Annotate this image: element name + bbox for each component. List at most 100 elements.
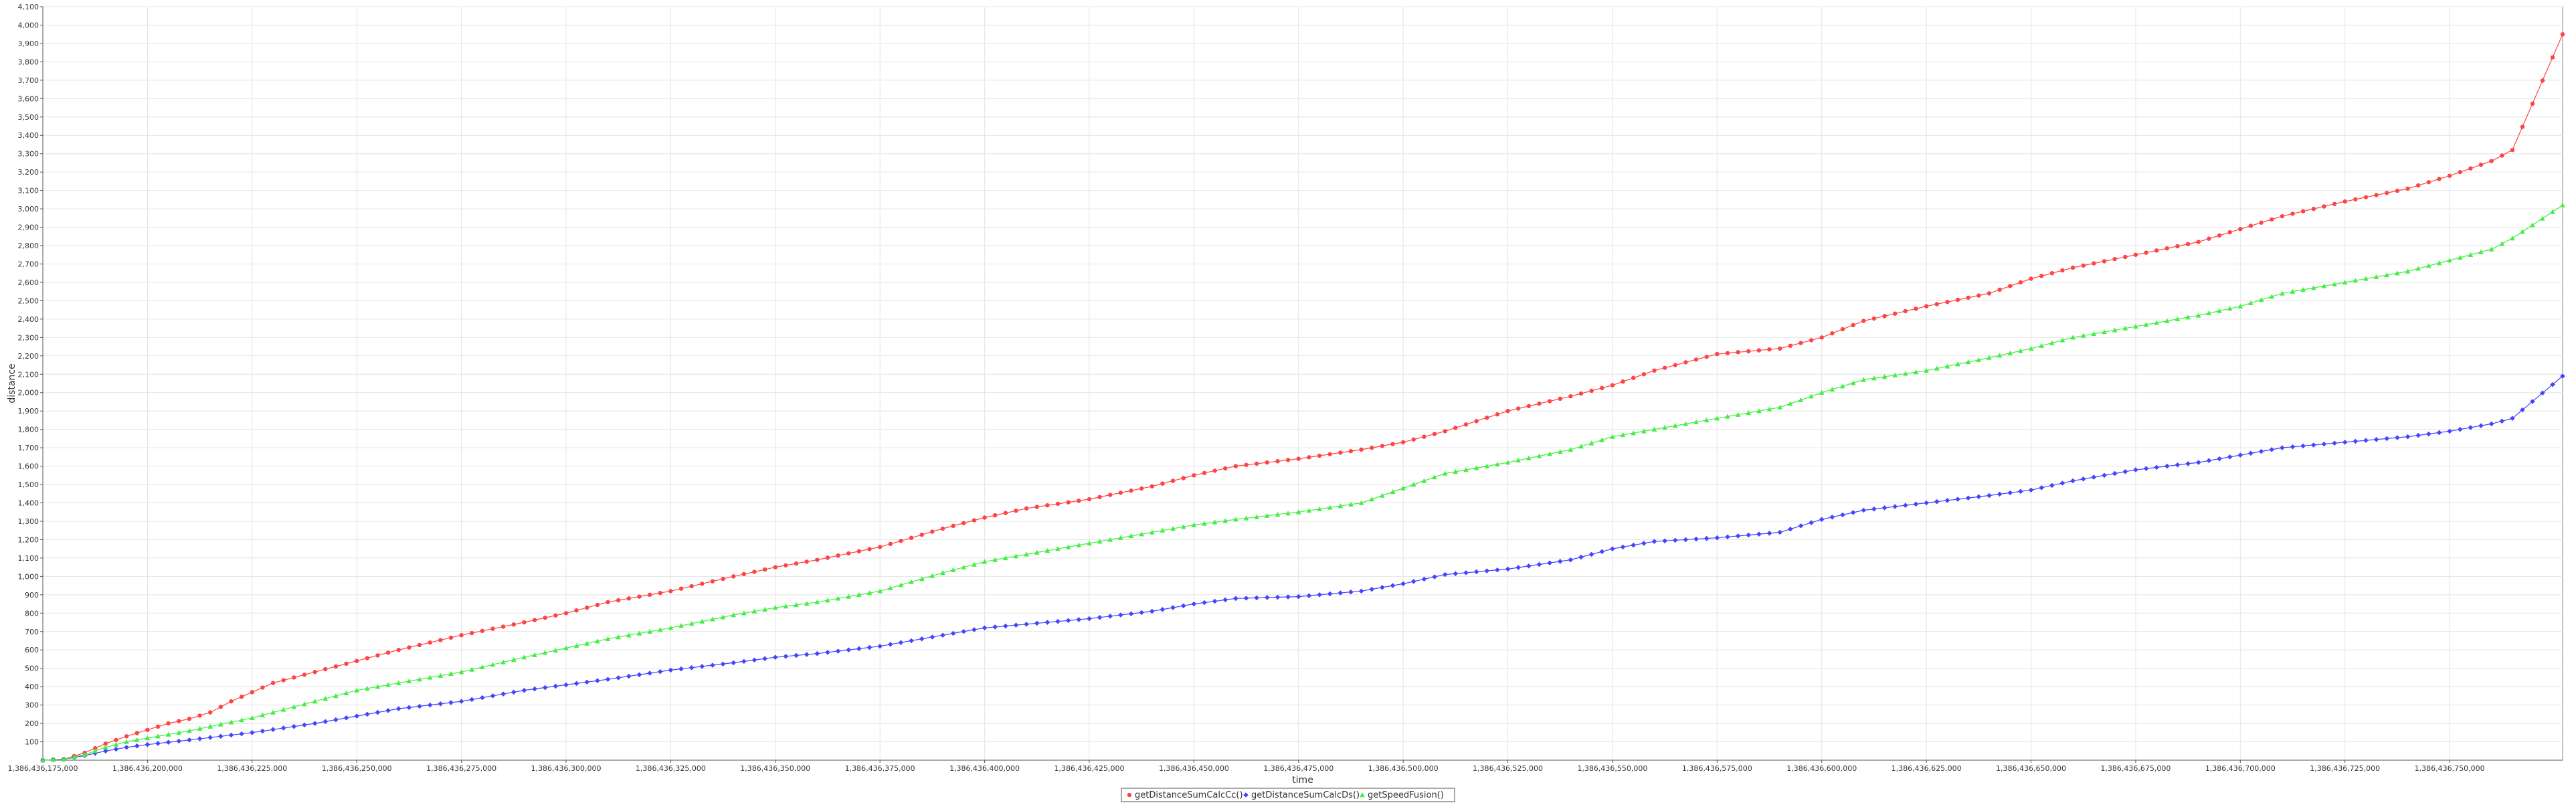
series-point bbox=[2560, 373, 2565, 379]
series-marker bbox=[636, 672, 642, 678]
series-marker bbox=[228, 719, 234, 725]
series-marker bbox=[1170, 605, 1176, 610]
series-marker bbox=[1463, 570, 1469, 575]
series-marker bbox=[323, 666, 328, 672]
series-marker bbox=[1087, 616, 1092, 622]
series-marker bbox=[2227, 306, 2233, 311]
series-marker bbox=[1819, 335, 1824, 340]
series-marker bbox=[1976, 357, 1982, 362]
series-marker bbox=[898, 582, 904, 588]
series-marker bbox=[699, 664, 705, 669]
series-marker bbox=[1139, 610, 1144, 616]
series-marker bbox=[2175, 244, 2180, 249]
y-tick-label: 2,400 bbox=[18, 315, 39, 324]
series-marker bbox=[1536, 561, 1542, 567]
series-marker bbox=[2488, 246, 2494, 252]
series-marker bbox=[2353, 197, 2358, 202]
series-marker bbox=[197, 725, 203, 731]
series-marker bbox=[1599, 549, 1605, 555]
series-marker bbox=[1160, 607, 1166, 612]
series-marker bbox=[1254, 461, 1259, 466]
series-marker bbox=[1641, 541, 1647, 546]
series-marker bbox=[1044, 620, 1050, 625]
series-marker bbox=[458, 669, 464, 675]
y-tick-label: 400 bbox=[25, 683, 39, 691]
series-marker bbox=[1307, 455, 1311, 460]
series-marker bbox=[1809, 338, 1814, 343]
series-marker bbox=[1987, 291, 1992, 296]
series-marker bbox=[2300, 443, 2306, 449]
series-marker bbox=[521, 654, 527, 660]
y-tick-label: 1,100 bbox=[18, 554, 39, 563]
series-marker bbox=[1766, 406, 1772, 412]
series-marker bbox=[2029, 276, 2033, 281]
series-marker bbox=[1672, 423, 1678, 428]
legend-label: getDistanceSumCalcCc() bbox=[1135, 790, 1243, 800]
series-marker bbox=[1474, 419, 1479, 424]
series-marker bbox=[1840, 512, 1845, 518]
series-marker bbox=[2468, 425, 2474, 430]
series-marker bbox=[395, 706, 401, 711]
series-marker bbox=[2196, 240, 2201, 244]
legend-label: getSpeedFusion() bbox=[1368, 790, 1444, 800]
y-tick-label: 3,700 bbox=[18, 76, 39, 85]
series-marker bbox=[741, 658, 747, 664]
series-marker bbox=[636, 630, 642, 636]
series-marker bbox=[1829, 514, 1835, 520]
series-marker bbox=[668, 625, 674, 630]
series-marker bbox=[1662, 538, 1667, 544]
series-marker bbox=[1380, 444, 1385, 448]
y-tick-label: 3,000 bbox=[18, 205, 39, 213]
y-tick-label: 3,500 bbox=[18, 113, 39, 122]
series-marker bbox=[2540, 78, 2545, 83]
series-marker bbox=[1473, 569, 1479, 575]
series-marker bbox=[929, 634, 935, 640]
series-marker bbox=[428, 640, 432, 645]
series-marker bbox=[291, 723, 297, 729]
series-marker bbox=[2070, 335, 2076, 340]
series-marker bbox=[50, 757, 56, 762]
series-marker bbox=[982, 625, 988, 631]
series-marker bbox=[2342, 440, 2348, 445]
series-marker bbox=[1631, 542, 1637, 548]
series-marker bbox=[1599, 437, 1605, 442]
series-marker bbox=[1118, 490, 1123, 495]
series-marker bbox=[1578, 554, 1584, 560]
series-marker bbox=[2363, 276, 2369, 281]
y-tick-label: 1,900 bbox=[18, 407, 39, 416]
series-marker bbox=[668, 667, 674, 673]
series-marker bbox=[2310, 285, 2316, 290]
x-tick-label: 1,386,436,400,000 bbox=[949, 764, 1020, 773]
series-marker bbox=[1746, 349, 1751, 354]
x-tick-label: 1,386,436,175,000 bbox=[8, 764, 78, 773]
series-marker bbox=[2007, 350, 2013, 355]
series-marker bbox=[2206, 458, 2212, 464]
y-tick-label: 2,300 bbox=[18, 333, 39, 342]
series-marker bbox=[2018, 488, 2023, 495]
series-marker bbox=[1693, 536, 1699, 542]
series-marker bbox=[197, 736, 203, 741]
series-marker bbox=[239, 695, 244, 699]
legend-marker bbox=[1127, 792, 1132, 798]
series-marker bbox=[333, 717, 339, 723]
series-marker bbox=[113, 746, 119, 752]
series-marker bbox=[1735, 412, 1741, 417]
series-marker bbox=[1495, 412, 1500, 417]
series-marker bbox=[1306, 593, 1312, 599]
series-marker bbox=[866, 590, 872, 596]
series-marker bbox=[1976, 494, 1982, 500]
series-marker bbox=[1631, 430, 1637, 436]
series-marker bbox=[1222, 597, 1228, 603]
x-axis-ticks: 1,386,436,175,000 1,386,436,200,000 1,386,… bbox=[8, 760, 2485, 773]
series-marker bbox=[1024, 621, 1029, 627]
series-marker bbox=[2269, 447, 2275, 452]
x-tick-label: 1,386,436,675,000 bbox=[2100, 764, 2171, 773]
series-marker bbox=[950, 630, 956, 636]
series-marker bbox=[145, 727, 150, 732]
series-marker bbox=[710, 616, 715, 622]
series-marker bbox=[1871, 506, 1877, 512]
series-marker bbox=[1515, 406, 1521, 411]
series-marker bbox=[919, 636, 925, 642]
series-marker bbox=[2300, 286, 2306, 292]
series-marker bbox=[616, 675, 621, 681]
